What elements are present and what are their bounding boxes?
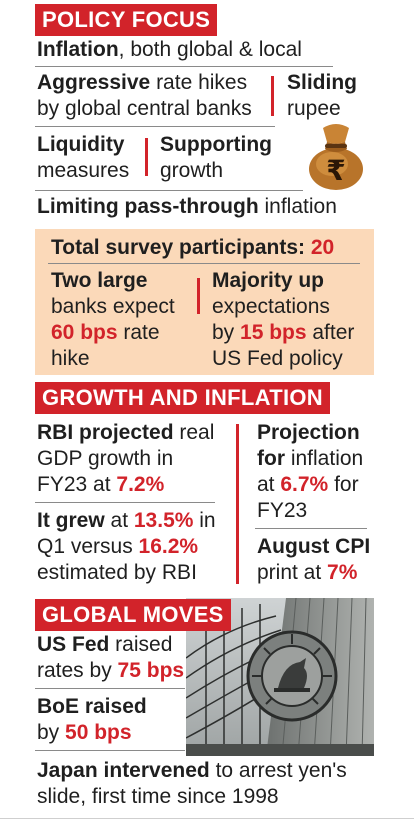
inflation-text: inflation xyxy=(285,447,364,470)
growth-text: growth xyxy=(160,159,224,182)
gdp-projection-value: 7.2% xyxy=(116,473,165,496)
central-banks-line: by global central banks xyxy=(37,97,252,120)
divider-bar xyxy=(271,76,274,116)
two-large-label: Two large xyxy=(51,269,148,292)
us-fed-hike-value: 75 bps xyxy=(117,659,185,682)
limiting-line: Limiting pass-through inflation xyxy=(37,194,337,220)
fy23-text: FY23 at xyxy=(37,473,117,496)
policy-inflation-line: Inflation, both global & local xyxy=(37,37,302,63)
inflation-value-line: at 6.7% for xyxy=(257,472,359,498)
svg-text:₹: ₹ xyxy=(326,154,345,187)
boe-hike-value: 50 bps xyxy=(65,721,132,744)
by-text: by xyxy=(212,321,241,344)
supporting-label: Supporting xyxy=(160,133,272,156)
divider xyxy=(35,66,333,67)
aggressive-text: rate hikes xyxy=(150,71,248,94)
money-bag-rupee-icon: ₹ xyxy=(309,124,363,190)
liquidity-label: Liquidity xyxy=(37,133,125,156)
slide-first-time-text: slide, first time since 1998 xyxy=(37,785,279,808)
global-moves-heading: GLOBAL MOVES xyxy=(35,599,231,631)
print-at-text: print at xyxy=(257,561,328,584)
japan-line: Japan intervened to arrest yen's xyxy=(37,758,347,784)
at-text: at xyxy=(257,473,281,496)
limiting-text: inflation xyxy=(258,195,337,218)
rbi-projected-line: RBI projected real xyxy=(37,420,214,446)
divider-bar xyxy=(197,278,200,314)
after-text: after xyxy=(306,321,355,344)
inflation-projection-value: 6.7% xyxy=(280,473,329,496)
sixty-bps-value: 60 bps xyxy=(51,321,118,344)
rupee-text: rupee xyxy=(287,97,341,120)
august-cpi-label: August CPI xyxy=(257,535,371,558)
for-label: for xyxy=(257,447,285,470)
aggressive-label: Aggressive xyxy=(37,71,151,94)
it-grew-label: It grew xyxy=(37,509,105,532)
by-text: by xyxy=(37,721,66,744)
boe-rates-line: by 50 bps xyxy=(37,720,132,746)
expectations-text: expectations xyxy=(212,295,330,318)
divider xyxy=(255,528,367,529)
survey-total-label: Total survey participants: xyxy=(51,236,311,259)
at-text: at xyxy=(104,509,134,532)
divider-bar xyxy=(145,138,148,176)
in-text: in xyxy=(193,509,216,532)
inflation-text: , both global & local xyxy=(118,38,302,61)
fy23-line: FY23 at 7.2% xyxy=(37,472,164,498)
measures-text: measures xyxy=(37,159,130,182)
rbi-seal-emblem xyxy=(246,630,338,722)
survey-total-value: 20 xyxy=(310,236,335,259)
growth-inflation-heading: GROWTH AND INFLATION xyxy=(35,382,330,414)
hike-text: hike xyxy=(51,347,90,370)
aggressive-line: Aggressive rate hikes xyxy=(37,70,247,96)
rate-text: rate xyxy=(117,321,160,344)
for-inflation-line: for inflation xyxy=(257,446,363,472)
us-fed-line: US Fed raised xyxy=(37,632,172,658)
survey-panel xyxy=(35,229,374,375)
q1-versus-line: Q1 versus 16.2% xyxy=(37,534,198,560)
divider xyxy=(35,502,215,503)
fifteen-bps-value: 15 bps xyxy=(240,321,307,344)
japan-intervened-label: Japan intervened xyxy=(37,759,210,782)
rbi-projected-label: RBI projected xyxy=(37,421,174,444)
policy-focus-heading: POLICY FOCUS xyxy=(35,4,218,36)
it-grew-line: It grew at 13.5% in xyxy=(37,508,216,534)
divider xyxy=(35,126,275,127)
limiting-label: Limiting pass-through xyxy=(37,195,259,218)
for-text: for xyxy=(328,473,359,496)
arrest-yen-text: to arrest yen's xyxy=(209,759,347,782)
cpi-print-line: print at 7% xyxy=(257,560,357,586)
sliding-label: Sliding xyxy=(287,71,357,94)
us-fed-rates-line: rates by 75 bps xyxy=(37,658,184,684)
rbi-estimate-value: 16.2% xyxy=(138,535,199,558)
divider-bar xyxy=(236,424,239,584)
projection-label: Projection xyxy=(257,421,360,444)
fifteen-bps-line: by 15 bps after xyxy=(212,320,354,346)
cpi-value: 7% xyxy=(327,561,358,584)
rate-line: 60 bps rate xyxy=(51,320,160,346)
divider xyxy=(35,688,185,689)
divider xyxy=(35,190,303,191)
q1-growth-value: 13.5% xyxy=(133,509,194,532)
survey-total: Total survey participants: 20 xyxy=(51,235,334,261)
real-text: real xyxy=(173,421,215,444)
divider xyxy=(35,750,185,751)
fy23-label: FY23 xyxy=(257,499,308,522)
gdp-growth-text: GDP growth in xyxy=(37,447,174,470)
us-fed-label: US Fed xyxy=(37,633,110,656)
boe-raised-label: BoE raised xyxy=(37,695,147,718)
estimated-by-rbi-text: estimated by RBI xyxy=(37,561,197,584)
inflation-label: Inflation xyxy=(37,38,119,61)
q1-versus-text: Q1 versus xyxy=(37,535,139,558)
banks-expect-text: banks expect xyxy=(51,295,175,318)
us-fed-policy-text: US Fed policy xyxy=(212,347,343,370)
raised-text: raised xyxy=(109,633,173,656)
rates-by-text: rates by xyxy=(37,659,118,682)
divider xyxy=(48,263,360,264)
bottom-divider xyxy=(0,818,414,819)
majority-up-label: Majority up xyxy=(212,269,325,292)
